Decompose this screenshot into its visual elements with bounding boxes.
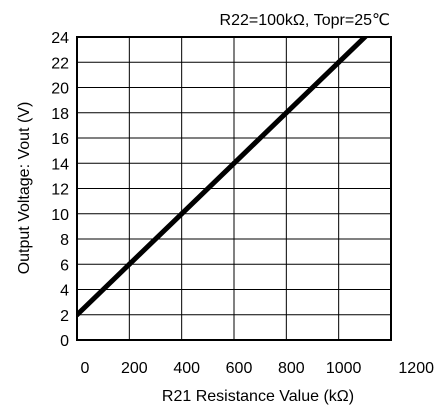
x-tick-labels: 0 200 400 600 800 1000 1200 (81, 360, 435, 377)
x-tick-label: 600 (226, 360, 253, 377)
y-axis-label: Output Voltage: Vout (V) (16, 102, 33, 275)
y-tick-label: 14 (51, 156, 69, 173)
series-line (77, 37, 369, 318)
condition-label: R22=100kΩ, Topr=25℃ (220, 12, 391, 29)
x-tick-label: 1000 (326, 360, 362, 377)
y-tick-label: 22 (51, 55, 69, 72)
y-tick-label: 16 (51, 131, 69, 148)
y-tick-label: 24 (51, 30, 69, 47)
grid (76, 36, 392, 341)
x-axis-label: R21 Resistance Value (kΩ) (162, 388, 354, 405)
series-point (126, 261, 132, 267)
y-tick-label: 10 (51, 207, 69, 224)
x-tick-label: 1200 (398, 360, 434, 377)
y-tick-label: 12 (51, 182, 69, 199)
series-point (336, 59, 342, 65)
x-tick-label: 800 (278, 360, 305, 377)
y-tick-label: 8 (60, 232, 69, 249)
y-tick-label: 0 (60, 333, 69, 350)
plot-frame (76, 36, 392, 341)
x-tick-label: 400 (173, 360, 200, 377)
series-point (283, 110, 289, 116)
series-point (179, 211, 185, 217)
y-tick-label: 2 (60, 308, 69, 325)
series-point (368, 29, 373, 34)
y-tick-label: 20 (51, 81, 69, 98)
series-point (231, 160, 237, 166)
x-tick-label: 0 (81, 360, 90, 377)
y-tick-label: 4 (60, 283, 69, 300)
series-point (77, 312, 80, 318)
y-tick-label: 6 (60, 257, 69, 274)
series-layer (77, 29, 373, 318)
x-tick-label: 200 (121, 360, 148, 377)
y-tick-label: 18 (51, 106, 69, 123)
